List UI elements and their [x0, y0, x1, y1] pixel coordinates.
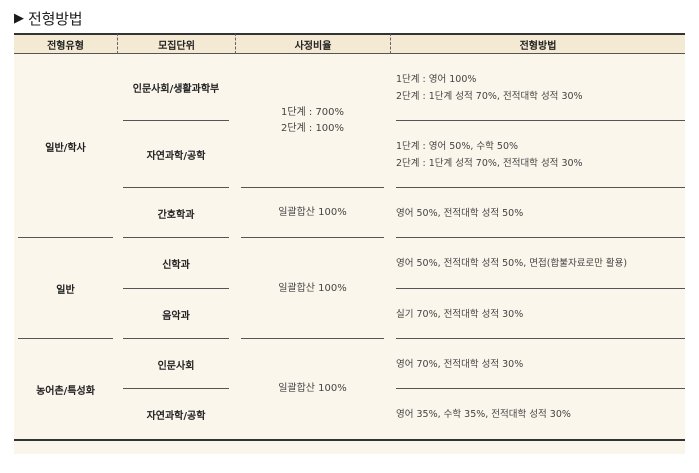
unit-cell: 음악과 [117, 289, 235, 339]
unit-cell: 자연과학/공학 [117, 389, 235, 441]
unit-cell: 자연과학/공학 [117, 121, 235, 188]
table-row: 농어촌/특성화 인문사회 일괄합산 100% 영어 70%, 전적대학 성적 3… [14, 339, 685, 441]
method-cell: 영어 50%, 전적대학 성적 50%, 면접(합불자료로만 활용) [390, 238, 685, 289]
method-cell: 실기 70%, 전적대학 성적 30% [390, 289, 685, 339]
section-title-text: 전형방법 [28, 10, 83, 28]
ratio-cell: 일괄합산 100% [235, 339, 390, 441]
table-row: 일반 신학과 일괄합산 100% 영어 50%, 전적대학 성적 50%, 면접… [14, 238, 685, 339]
section-title: ▶ 전형방법 [14, 8, 83, 29]
admission-method-table: 전형유형 모집단위 사정비율 전형방법 일반/학사 인문사회/생활과학부 1단계… [14, 33, 685, 441]
method-cell: 영어 50%, 전적대학 성적 50% [390, 188, 685, 238]
method-line: 2단계 : 1단계 성적 70%, 전적대학 성적 30% [396, 157, 583, 169]
header-ratio: 사정비율 [235, 33, 390, 54]
unit-cell: 인문사회 [117, 339, 235, 389]
table-row: 간호학과 일괄합산 100% 영어 50%, 전적대학 성적 50% [14, 188, 685, 238]
method-cell: 1단계 : 영어 50%, 수학 50% 2단계 : 1단계 성적 70%, 전… [390, 121, 685, 188]
method-cell: 영어 70%, 전적대학 성적 30% [390, 339, 685, 389]
header-type: 전형유형 [14, 33, 117, 54]
triangle-bullet-icon: ▶ [14, 11, 24, 26]
table-row: 자연과학/공학 1단계 : 영어 50%, 수학 50% 2단계 : 1단계 성… [14, 121, 685, 188]
ratio-cell: 1단계 : 700% 2단계 : 100% [235, 54, 390, 188]
unit-cell: 신학과 [117, 238, 235, 289]
method-cell: 영어 35%, 수학 35%, 전적대학 성적 30% [390, 389, 685, 441]
table-row: 일반/학사 인문사회/생활과학부 1단계 : 700% 2단계 : 100% 1… [14, 54, 685, 238]
method-line: 1단계 : 영어 50%, 수학 50% [396, 140, 519, 152]
type-cell: 일반/학사 [14, 54, 117, 238]
method-line: 2단계 : 1단계 성적 70%, 전적대학 성적 30% [396, 90, 583, 102]
unit-cell: 인문사회/생활과학부 [117, 54, 235, 121]
type-cell: 일반 [14, 238, 117, 339]
table-header-row: 전형유형 모집단위 사정비율 전형방법 [14, 33, 685, 54]
admission-method-panel: 전형유형 모집단위 사정비율 전형방법 일반/학사 인문사회/생활과학부 1단계… [14, 33, 685, 454]
table-row: 자연과학/공학 영어 35%, 수학 35%, 전적대학 성적 30% [14, 389, 685, 441]
table-row: 음악과 실기 70%, 전적대학 성적 30% [14, 289, 685, 339]
header-unit: 모집단위 [117, 33, 235, 54]
method-cell: 1단계 : 영어 100% 2단계 : 1단계 성적 70%, 전적대학 성적 … [390, 54, 685, 121]
method-line: 1단계 : 영어 100% [396, 73, 477, 85]
unit-cell: 간호학과 [117, 188, 235, 238]
type-cell: 농어촌/특성화 [14, 339, 117, 441]
ratio-cell: 일괄합산 100% [235, 188, 390, 238]
header-method: 전형방법 [390, 33, 685, 54]
ratio-line: 1단계 : 700% [280, 107, 345, 118]
ratio-line: 2단계 : 100% [280, 123, 345, 134]
ratio-cell: 일괄합산 100% [235, 238, 390, 339]
